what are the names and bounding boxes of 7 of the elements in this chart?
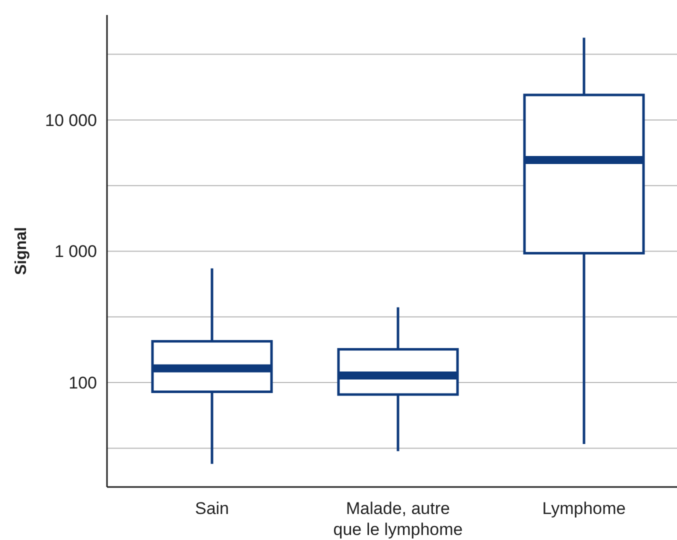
x-tick-label: Sain bbox=[194, 499, 230, 518]
y-axis-title: Signal bbox=[13, 226, 30, 276]
x-tick-label: Lymphome bbox=[542, 499, 626, 518]
y-tick-label: 1 000 bbox=[54, 242, 97, 262]
x-tick-label: Malade, autre que le lymphome bbox=[333, 499, 463, 539]
y-tick-label: 100 bbox=[68, 373, 97, 392]
y-tick-label: 10 000 bbox=[45, 110, 97, 130]
